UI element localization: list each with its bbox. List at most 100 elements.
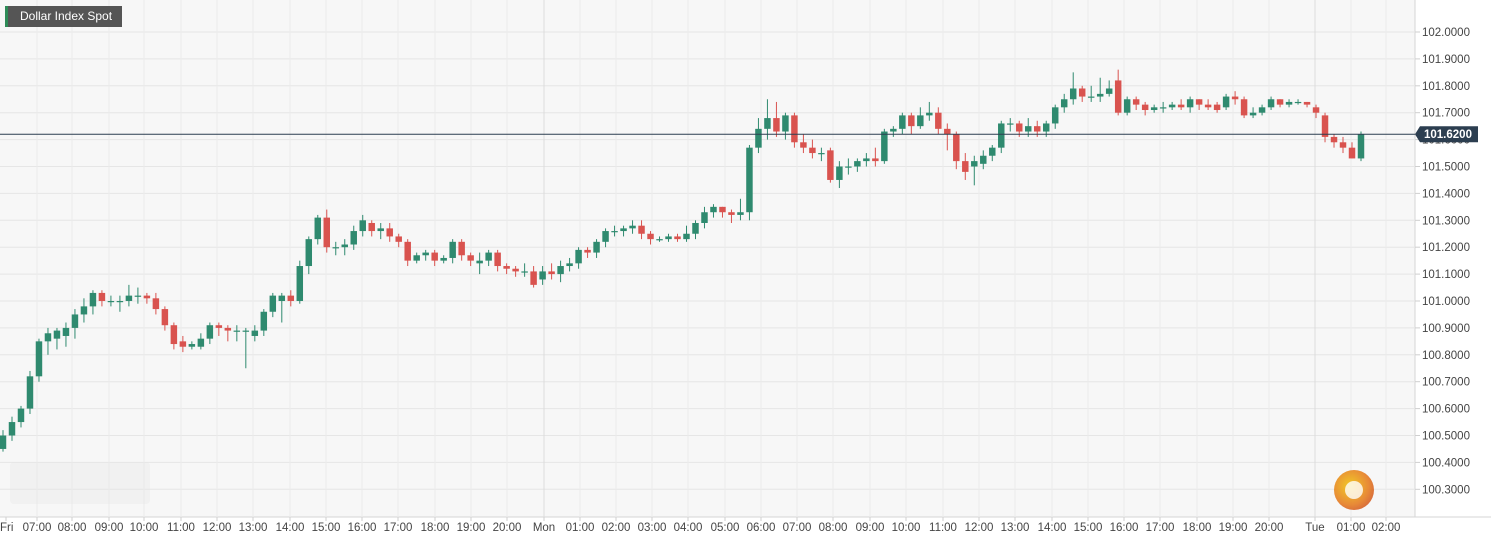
candle-body (314, 217, 322, 240)
candle-body (521, 271, 528, 273)
candle-body (323, 217, 330, 248)
candle-body (1096, 93, 1104, 97)
x-tick-label: 15:00 (1074, 522, 1103, 534)
candle-body (476, 260, 483, 264)
candle-body (458, 241, 465, 256)
x-tick-label: 03:00 (638, 522, 667, 534)
y-tick-label: 101.1000 (1422, 269, 1470, 281)
candle-body (404, 241, 411, 261)
candle-body (53, 330, 61, 339)
x-tick-label: 20:00 (1255, 522, 1284, 534)
candle-body (620, 228, 627, 232)
x-tick-label: 01:00 (1337, 522, 1366, 534)
candle-body (125, 295, 133, 301)
x-tick-label: 12:00 (203, 522, 232, 534)
candle-body (1348, 147, 1356, 159)
x-tick-label: 19:00 (457, 522, 486, 534)
candle-body (539, 271, 546, 280)
candle-body (692, 222, 699, 234)
candle-body (134, 295, 142, 297)
candle-body (683, 233, 690, 240)
candle-body (980, 155, 987, 164)
candle-body (1267, 99, 1275, 108)
candle-body (548, 271, 555, 275)
y-tick-label: 102.0000 (1422, 27, 1470, 39)
candle-body (674, 236, 681, 240)
candle-body (881, 131, 888, 162)
candle-body (575, 249, 582, 264)
candle-body (17, 408, 25, 423)
candle-body (818, 153, 825, 155)
candle-body (1321, 115, 1329, 137)
cngold-logo-mark-inner (1345, 481, 1363, 499)
x-tick-label: 18:00 (421, 522, 450, 534)
x-axis: Fri 07:00 08:00 09:00 10:00 11:00 12:00 13:00 14… (0, 517, 1400, 534)
candle-body (944, 128, 951, 135)
candle-body (1105, 88, 1113, 94)
candle-body (1177, 104, 1185, 108)
candle-body (1303, 101, 1311, 105)
x-tick-label: 19:00 (1219, 522, 1248, 534)
candle-body (269, 295, 277, 312)
y-tick-label: 100.4000 (1422, 457, 1470, 469)
y-tick-label: 100.8000 (1422, 350, 1470, 362)
candle-body (1285, 101, 1293, 105)
candle-body (908, 115, 915, 127)
candle-body (890, 128, 897, 132)
candle-body (971, 161, 978, 167)
candle-body (467, 255, 474, 261)
plot-area (0, 0, 1415, 517)
x-tick-label: 17:00 (384, 522, 413, 534)
candle-body (62, 327, 70, 336)
candle-body (26, 376, 34, 409)
candle-body (152, 298, 160, 310)
candle-body (827, 150, 834, 180)
x-tick-label: 14:00 (276, 522, 305, 534)
candle-body (1141, 104, 1149, 111)
candle-body (602, 231, 609, 242)
candle-body (170, 325, 178, 345)
candle-body (1159, 107, 1167, 109)
y-tick-label: 101.2000 (1422, 242, 1470, 254)
candle-body (764, 118, 771, 129)
x-tick-label: Fri (0, 522, 13, 534)
grid (0, 0, 1415, 517)
candle-body (629, 225, 636, 229)
candle-body (845, 166, 852, 168)
candle-body (1034, 126, 1041, 132)
x-tick-label: 11:00 (929, 522, 957, 534)
candle-body (242, 330, 250, 332)
candle-body (746, 147, 753, 213)
y-tick-label: 101.8000 (1422, 81, 1470, 93)
watermark (10, 462, 150, 504)
candle-body (161, 309, 169, 326)
y-tick-label: 101.4000 (1422, 188, 1470, 200)
candle-body (701, 212, 708, 223)
candle-body (377, 228, 384, 232)
candle-body (260, 311, 268, 331)
candle-body (494, 252, 501, 267)
x-tick-label: Mon (533, 522, 555, 534)
candle-body (215, 325, 223, 328)
candle-body (449, 241, 456, 258)
candle-body (728, 212, 735, 215)
candle-body (98, 292, 106, 301)
candle-body (611, 231, 618, 233)
y-tick-label: 101.0000 (1422, 296, 1470, 308)
x-tick-label: 07:00 (783, 522, 812, 534)
candle-body (656, 239, 663, 241)
candle-body (1222, 96, 1230, 108)
x-tick-label: 04:00 (674, 522, 703, 534)
candle-body (935, 112, 942, 129)
candle-body (737, 212, 744, 215)
y-tick-label: 100.6000 (1422, 404, 1470, 416)
x-tick-label: 20:00 (493, 522, 522, 534)
candle-body (917, 115, 924, 127)
candle-body (1195, 99, 1203, 105)
candle-body (278, 295, 286, 301)
x-tick-label: 16:00 (1110, 522, 1139, 534)
candle-body (188, 344, 196, 347)
candle-body (1114, 80, 1122, 113)
x-tick-label: 17:00 (1146, 522, 1175, 534)
x-tick-label: 09:00 (856, 522, 885, 534)
